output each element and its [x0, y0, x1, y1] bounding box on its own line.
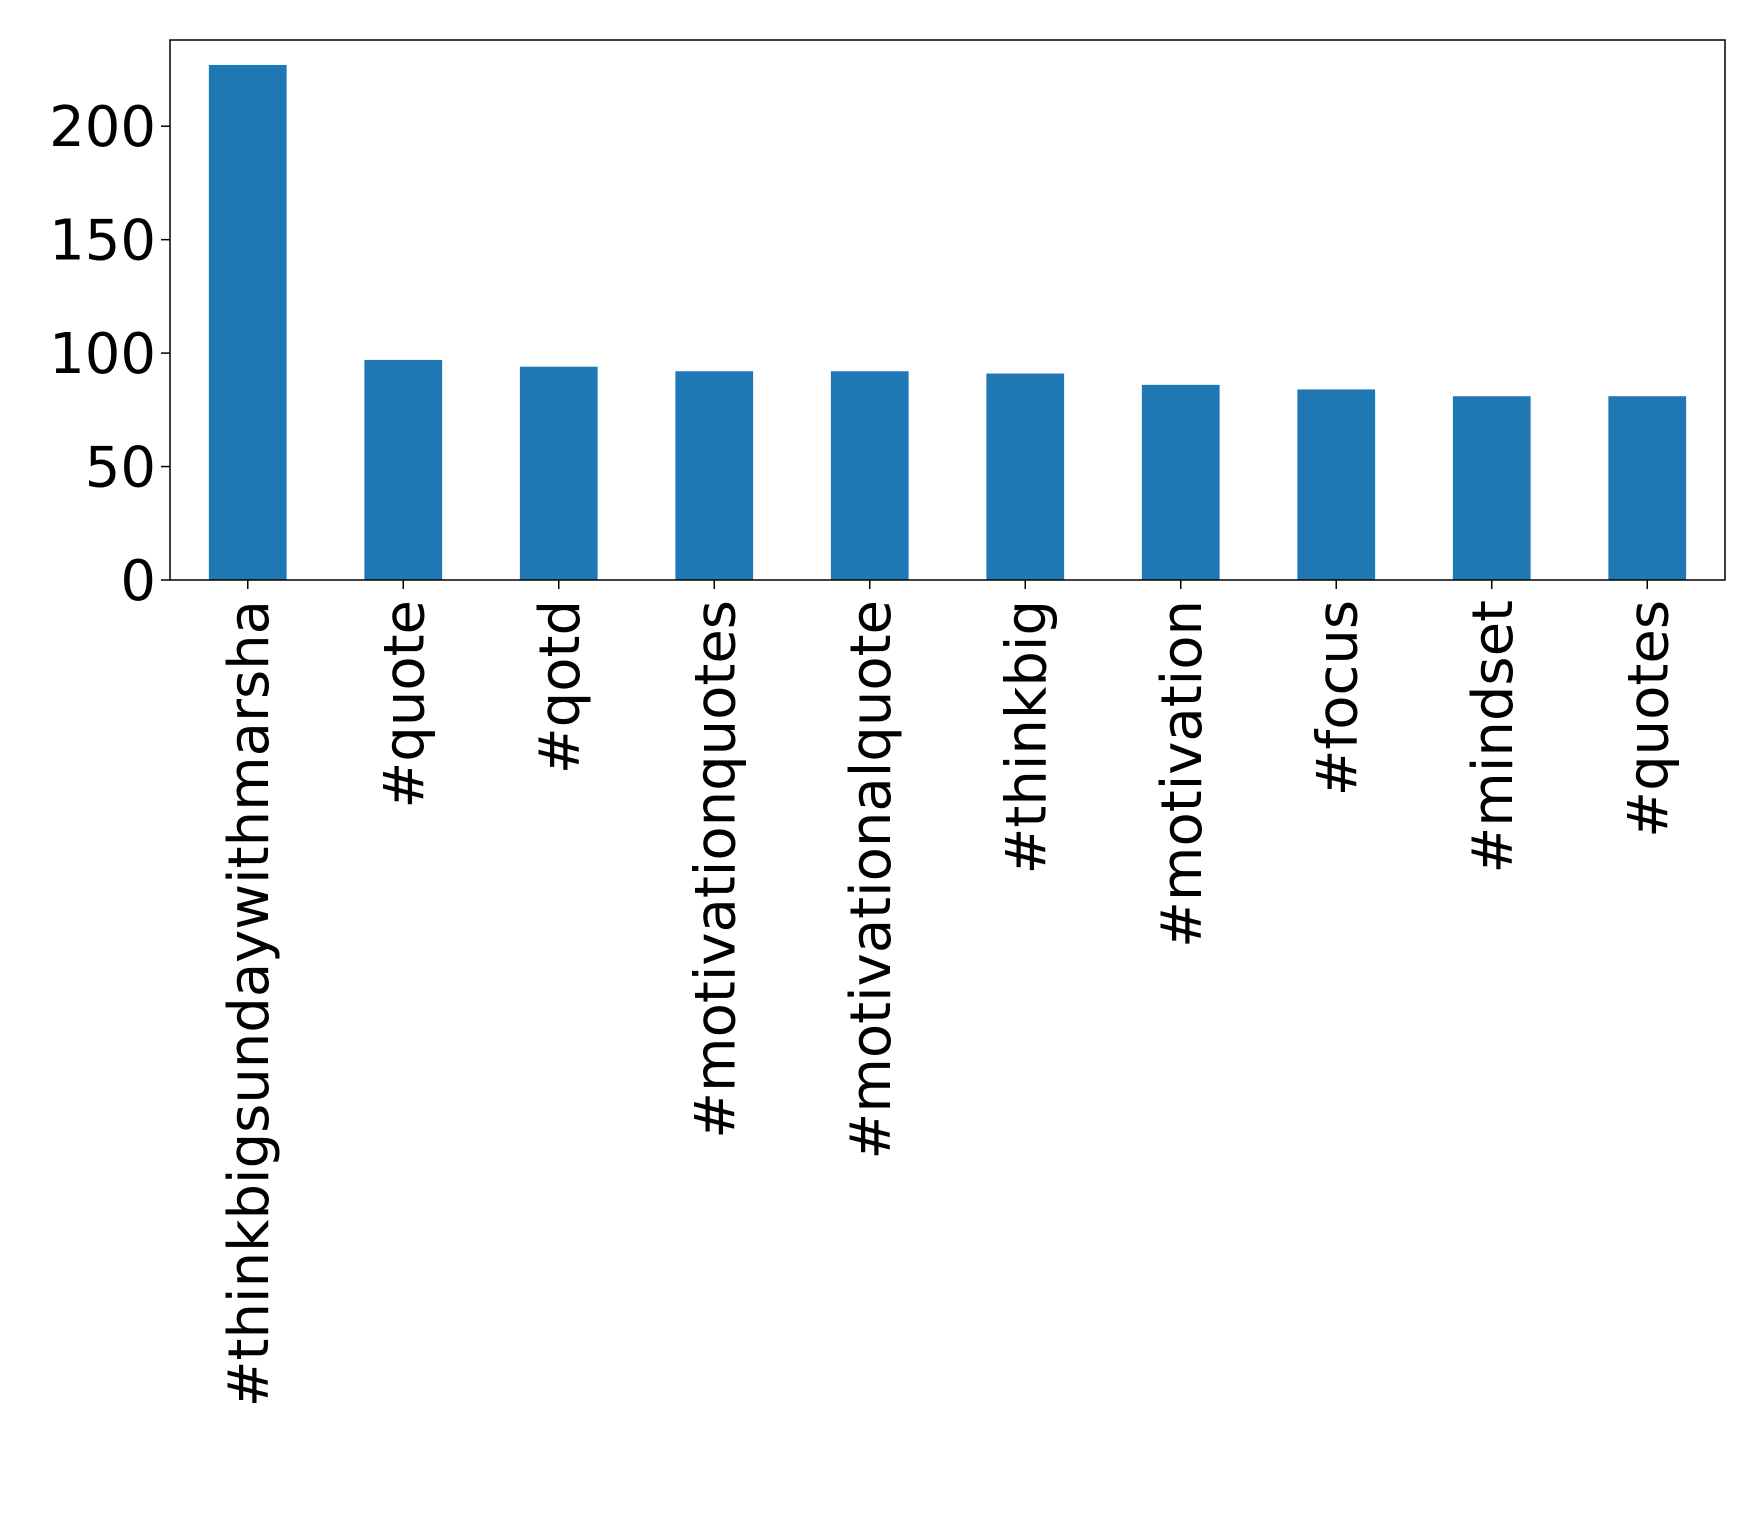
x-tick-label-5: #thinkbig: [994, 600, 1059, 875]
bar-8: [1452, 396, 1531, 580]
x-tick-label-0: #thinkbigsundaywithmarsha: [217, 600, 282, 1407]
y-tick-label-4: 200: [49, 95, 156, 160]
y-tick-label-2: 100: [49, 322, 156, 387]
x-tick-label-1: #quote: [372, 600, 437, 809]
bar-0: [208, 64, 287, 580]
x-tick-label-2: #qotd: [528, 600, 593, 774]
y-tick-label-0: 0: [120, 549, 156, 614]
plot-frame: [169, 39, 1726, 581]
y-ticks-group: 0 50 100 150 200: [49, 95, 170, 614]
bar-3: [675, 371, 754, 580]
y-tick-label-1: 50: [85, 436, 156, 501]
bar-2: [519, 366, 598, 580]
bar-4: [830, 371, 909, 580]
x-tick-label-9: #quotes: [1616, 600, 1681, 838]
bar-6: [1141, 384, 1220, 580]
x-tick-label-3: #motivationquotes: [683, 600, 748, 1139]
y-tick-label-3: 150: [49, 209, 156, 274]
x-tick-label-6: #motivation: [1150, 600, 1215, 948]
bars-group: [208, 64, 1687, 580]
bar-7: [1297, 389, 1376, 580]
bar-1: [364, 359, 443, 580]
x-tick-label-7: #focus: [1305, 600, 1370, 796]
bar-9: [1608, 396, 1687, 580]
x-ticks-group: #thinkbigsundaywithmarsha #quote #qotd #mot…: [217, 580, 1681, 1407]
x-tick-label-4: #motivationalquote: [839, 600, 904, 1160]
x-tick-label-8: #mindset: [1461, 600, 1526, 874]
bar-5: [986, 373, 1065, 580]
